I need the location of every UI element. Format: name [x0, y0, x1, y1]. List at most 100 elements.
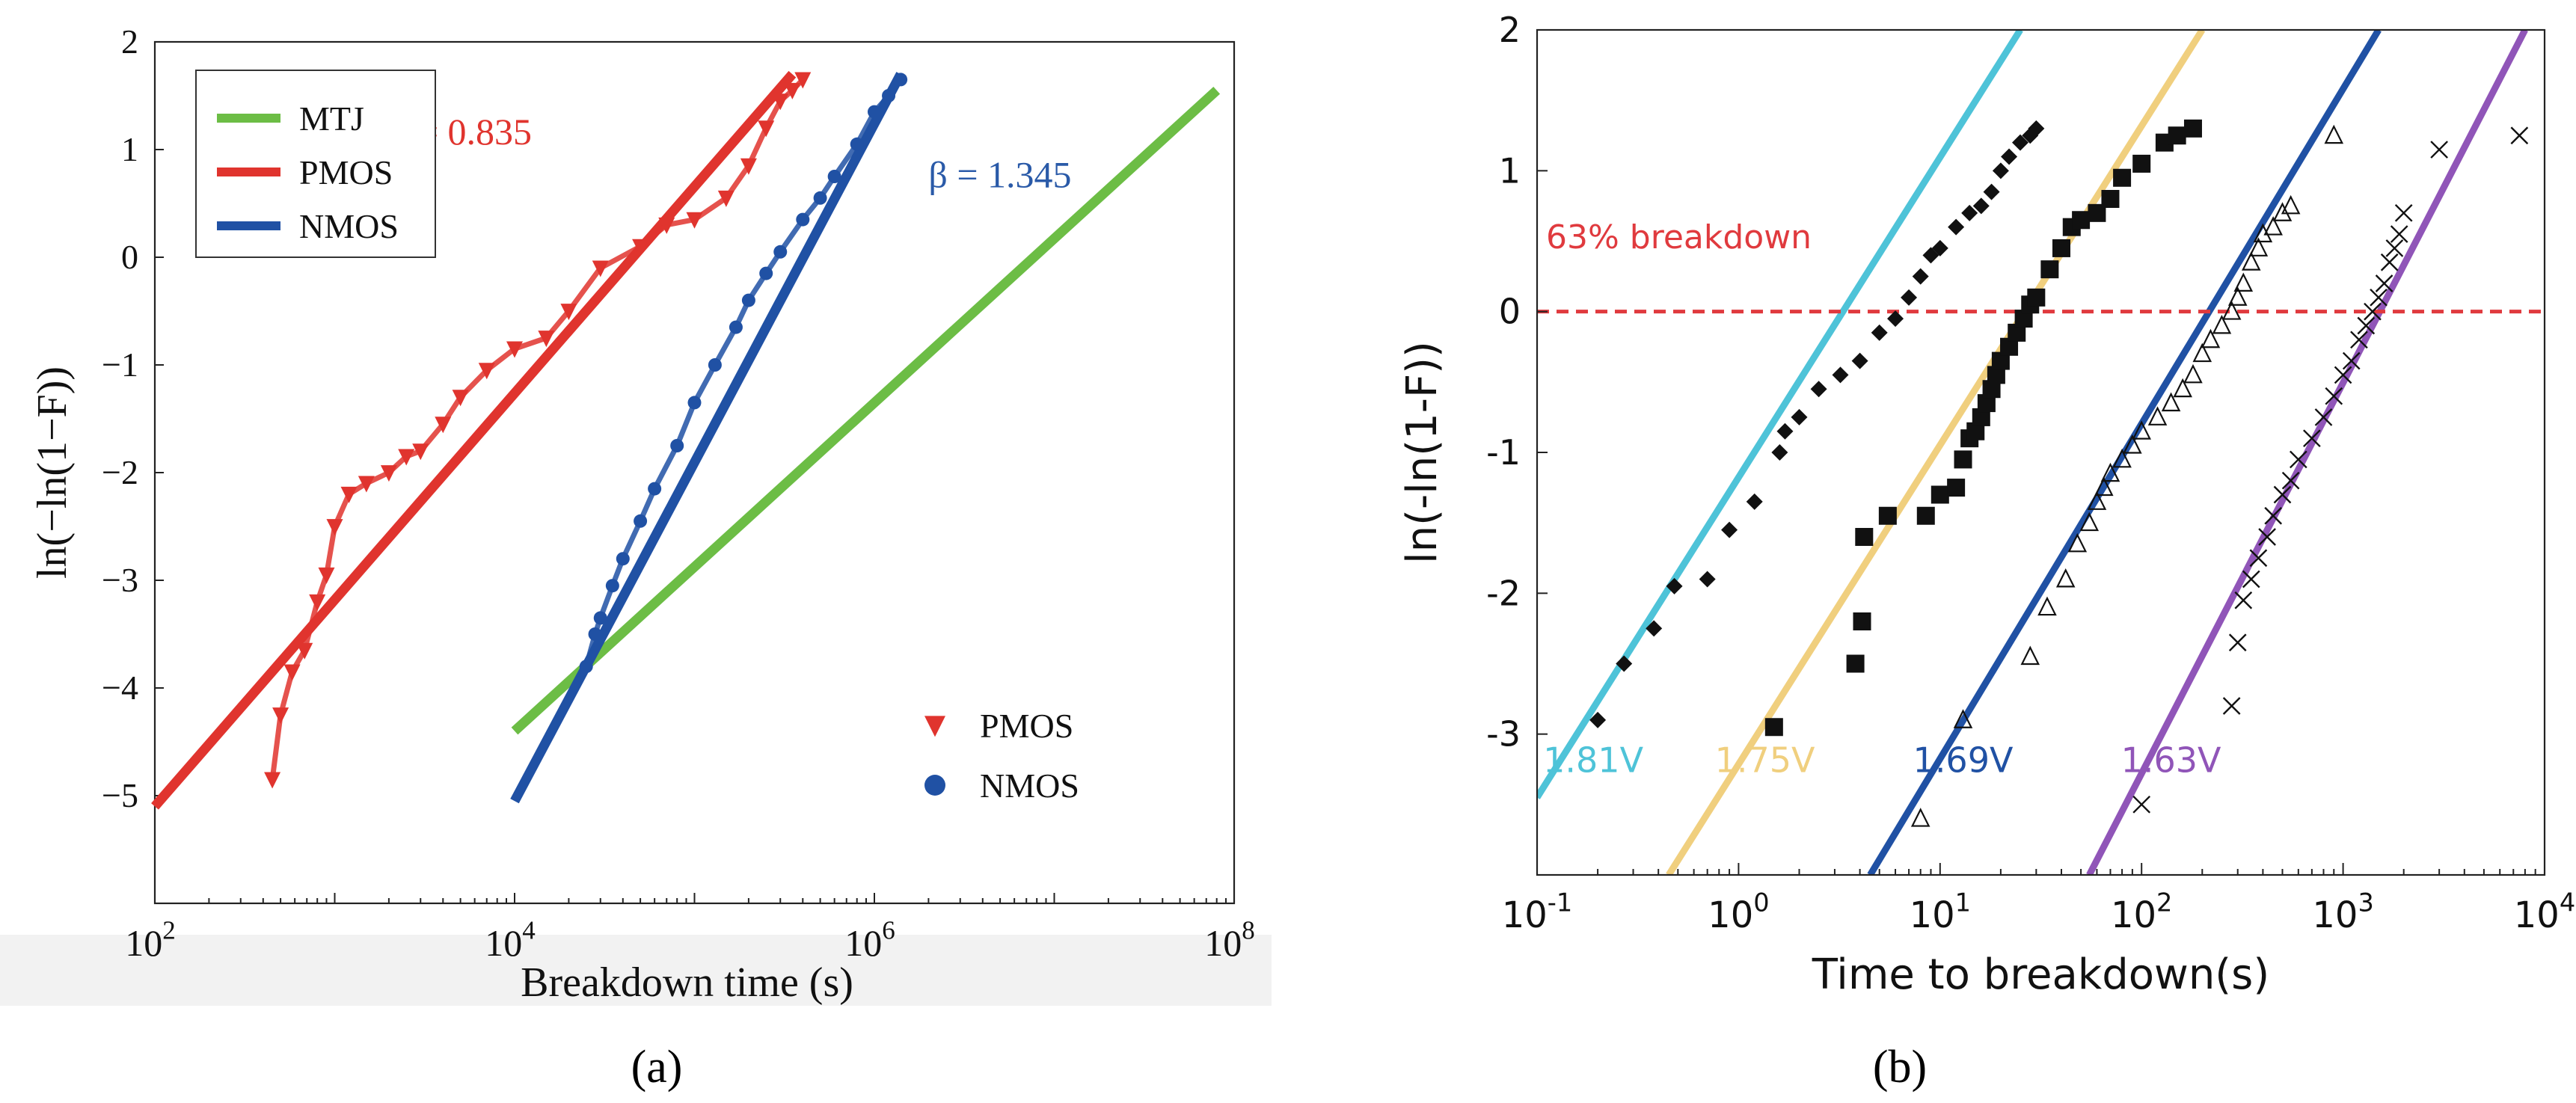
- data-point: [1871, 324, 1888, 341]
- data-point: [1953, 709, 1973, 728]
- data-series-181v: [1589, 120, 2045, 728]
- data-point: [2147, 406, 2168, 425]
- x-tick-label: 102: [125, 916, 176, 965]
- data-point: [588, 627, 602, 641]
- data-point: [1699, 571, 1716, 588]
- data-point: [634, 514, 648, 528]
- data-point: [2183, 119, 2202, 138]
- data-point: [2183, 363, 2203, 384]
- data-point: [2100, 462, 2120, 482]
- data-point: [264, 772, 281, 789]
- data-point: [2242, 570, 2260, 589]
- legend-marker: [924, 716, 945, 737]
- data-point: [1961, 204, 1978, 221]
- data-point: [670, 439, 684, 452]
- y-tick-label: -1: [1486, 432, 1521, 473]
- data-point: [2222, 697, 2241, 715]
- data-point: [412, 443, 429, 461]
- y-axis-label: ln(−ln(1−F)): [29, 366, 76, 579]
- data-point: [1948, 218, 1965, 236]
- data-point: [2012, 134, 2029, 151]
- data-point: [632, 239, 649, 256]
- y-tick-label: −2: [102, 453, 138, 491]
- y-tick-label: 2: [121, 22, 138, 61]
- data-point: [296, 642, 313, 660]
- data-point: [758, 120, 775, 138]
- data-point: [1901, 289, 1918, 306]
- data-point: [2079, 511, 2100, 532]
- data-point: [687, 396, 702, 410]
- data-point: [740, 158, 757, 175]
- data-point: [1916, 506, 1935, 525]
- data-point: [794, 72, 812, 89]
- data-point: [2314, 408, 2333, 426]
- legend-label: NMOS: [980, 766, 1079, 805]
- y-axis-label: ln(-ln(1-F)): [1398, 341, 1447, 564]
- data-point: [1912, 268, 1929, 285]
- data-point: [1983, 183, 2000, 200]
- data-point: [2201, 328, 2221, 348]
- data-point: [708, 358, 722, 372]
- panel-a-chart: 2 1 0 −1 −2 −3 −4 −5 102 104 106 108 Breakdown time …: [0, 22, 1272, 1006]
- data-point: [2375, 274, 2393, 292]
- data-point: [592, 260, 609, 277]
- data-point: [2055, 568, 2076, 588]
- data-point: [2052, 239, 2070, 257]
- data-point: [2233, 272, 2254, 292]
- data-point: [827, 170, 841, 183]
- data-point: [2281, 194, 2301, 215]
- data-point: [272, 707, 289, 725]
- data-series-175v: [1764, 119, 2202, 737]
- y-tick-label: −3: [102, 561, 138, 599]
- data-point: [2272, 202, 2293, 221]
- x-axis-label: Time to breakdown(s): [1812, 950, 2269, 999]
- data-point: [648, 482, 662, 496]
- data-point: [560, 304, 577, 321]
- data-point: [1721, 521, 1738, 538]
- voltage-label: 1.75V: [1715, 740, 1815, 781]
- y-tick-label: 0: [121, 238, 138, 276]
- data-point: [1954, 450, 1972, 469]
- data-point: [2241, 251, 2261, 271]
- data-point: [2263, 216, 2283, 236]
- x-axis-label: Breakdown time (s): [521, 959, 853, 1006]
- y-tick-label: -3: [1486, 714, 1521, 755]
- x-tick-label: 102: [2111, 888, 2172, 936]
- fit-line-163v: [2086, 30, 2528, 875]
- data-point: [2325, 387, 2343, 405]
- data-trace-pmos: [269, 77, 805, 780]
- data-point: [2227, 286, 2248, 306]
- data-point: [2324, 124, 2344, 144]
- data-point: [1855, 528, 1874, 546]
- reference-line-label: 63% breakdown: [1546, 218, 1812, 256]
- data-point: [2020, 645, 2040, 666]
- data-point: [2303, 429, 2321, 448]
- legend-marker: [924, 775, 945, 796]
- data-point: [2113, 168, 2132, 187]
- data-point: [2234, 591, 2253, 609]
- data-point: [813, 191, 827, 205]
- data-point: [2228, 633, 2247, 652]
- data-point: [2264, 506, 2283, 525]
- data-point: [593, 611, 607, 625]
- marker-legend: PMOS NMOS: [924, 707, 1079, 805]
- voltage-label: 1.63V: [2121, 740, 2221, 781]
- data-point: [796, 212, 810, 227]
- data-point: [759, 266, 773, 280]
- voltage-label: 1.69V: [1913, 740, 2014, 781]
- data-point: [605, 579, 619, 593]
- data-point: [2037, 596, 2057, 616]
- data-point: [478, 363, 495, 380]
- x-tick-label: 108: [1204, 916, 1255, 965]
- data-point: [2357, 316, 2376, 335]
- data-point: [318, 567, 335, 584]
- data-point: [2350, 331, 2368, 349]
- panel-a-label-band: [0, 935, 1272, 1006]
- data-point: [309, 594, 326, 611]
- data-point: [2132, 420, 2151, 440]
- data-point: [2040, 260, 2059, 279]
- legend-label: PMOS: [299, 153, 393, 191]
- data-point: [2132, 154, 2151, 173]
